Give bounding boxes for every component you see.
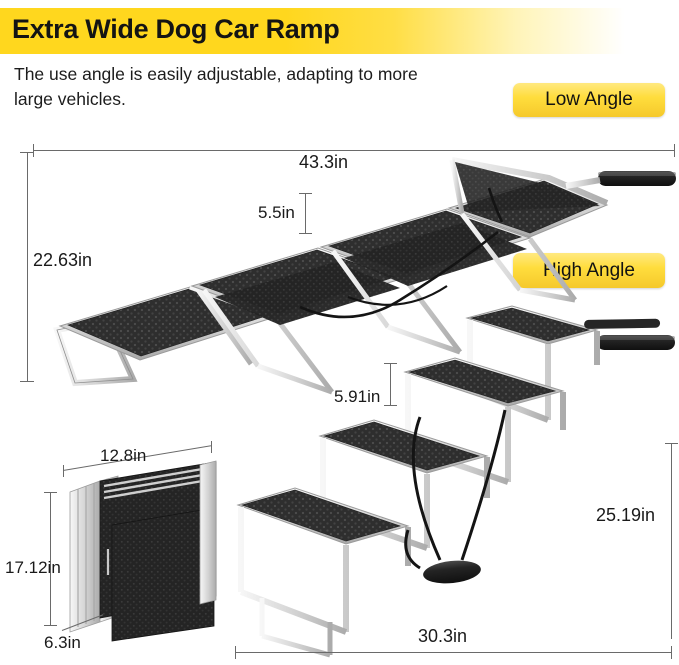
dim-label-folded-width: 12.8in — [100, 446, 147, 465]
dim-line-folded-height — [50, 492, 51, 625]
high-ramp-step-1 — [236, 487, 410, 545]
dim-tick-low-height-top — [20, 152, 34, 153]
dim-tick-high-length-left — [235, 646, 236, 659]
dim-line-low-rise — [305, 193, 306, 233]
dim-tick-folded-height-bottom — [44, 625, 57, 626]
dim-tick-low-length-right — [674, 144, 675, 157]
low-ramp-panel-4 — [447, 178, 609, 238]
dim-line-high-length — [235, 652, 672, 653]
high-ramp-posts-1 — [238, 507, 411, 632]
high-ramp-tether-2 — [460, 409, 507, 561]
dim-tick-high-rise-top — [384, 363, 397, 364]
dim-label-low-length: 43.3in — [299, 152, 349, 172]
dim-line-low-height — [27, 152, 28, 381]
low-ramp-tether-2 — [347, 285, 448, 306]
dim-label-folded-depth: 6.3in — [44, 633, 81, 652]
dim-tick-low-length-left — [33, 144, 34, 157]
low-ramp-brace-1 — [193, 285, 254, 366]
dim-tick-folded-width-left — [63, 465, 64, 477]
low-ramp-tether-3 — [487, 187, 504, 223]
high-ramp-step-2 — [318, 419, 489, 474]
high-ramp-tether-3 — [404, 529, 421, 570]
low-ramp-hinge-1 — [189, 284, 276, 320]
low-ramp-grip-bar — [598, 171, 676, 186]
high-angle-ramp-illustration — [236, 305, 675, 658]
low-ramp-top-bar — [451, 157, 609, 206]
low-ramp-panel-3 — [319, 208, 532, 278]
low-ramp-rails-2 — [201, 288, 334, 394]
low-ramp-panel-1 — [58, 286, 277, 361]
folded-top-slats — [103, 465, 215, 500]
low-ramp-rails-3 — [330, 249, 462, 354]
dim-label-folded-height: 17.12in — [5, 558, 61, 577]
low-ramp-tether-1 — [299, 230, 499, 319]
dim-tick-high-length-right — [671, 646, 672, 659]
dim-tick-folded-width-right — [211, 441, 212, 453]
badge-low-angle: Low Angle — [513, 83, 665, 117]
dim-label-low-height: 22.63in — [33, 250, 93, 270]
page-title: Extra Wide Dog Car Ramp — [12, 14, 340, 44]
folded-panel-rear — [99, 461, 217, 619]
dim-tick-high-rise-bottom — [384, 405, 397, 406]
high-ramp-step-3 — [403, 357, 565, 407]
dim-tick-low-rise-bottom — [299, 233, 312, 234]
header-banner: Extra Wide Dog Car Ramp — [0, 8, 679, 54]
high-ramp-tether-pad — [423, 560, 481, 584]
low-ramp-panel-3-underside — [215, 262, 400, 325]
dim-tick-low-rise-top — [299, 193, 312, 194]
low-ramp-panel-4-underside — [344, 223, 527, 286]
dim-line-low-length — [33, 150, 675, 151]
badge-high-angle: High Angle — [513, 253, 665, 288]
folded-right-post — [199, 460, 217, 605]
folded-frame-edges — [69, 475, 119, 633]
dim-line-high-rise — [390, 363, 391, 405]
dim-label-high-rise: 5.91in — [334, 387, 381, 406]
folded-ramp-illustration — [69, 460, 217, 642]
dim-tick-high-height-top — [665, 443, 678, 444]
dim-line-folded-depth — [61, 614, 104, 631]
high-ramp-grip-bar — [584, 318, 675, 350]
header-subtitle: The use angle is easily adjustable, adap… — [14, 64, 418, 109]
dim-tick-folded-height-top — [44, 492, 57, 493]
low-ramp-bottom-leg — [53, 316, 138, 387]
folded-panel-front — [111, 507, 215, 642]
high-ramp-step-4 — [465, 305, 599, 345]
dim-label-high-height: 25.19in — [596, 505, 656, 525]
low-ramp-panel-2 — [190, 247, 406, 318]
high-ramp-posts-2 — [320, 438, 490, 548]
dim-line-high-height — [671, 443, 672, 639]
dim-label-low-rise: 5.5in — [258, 203, 295, 222]
dim-label-high-length: 30.3in — [418, 626, 468, 646]
high-ramp-posts-4 — [467, 320, 600, 420]
high-ramp-tether-1 — [411, 416, 442, 561]
dim-tick-low-height-bottom — [20, 381, 34, 382]
high-ramp-posts-3 — [405, 374, 566, 482]
